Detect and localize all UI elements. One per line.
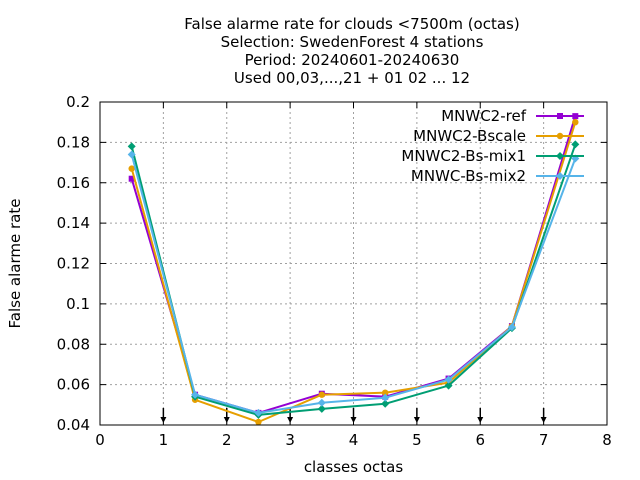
data-point (381, 399, 390, 408)
x-axis-label: classes octas (304, 458, 404, 476)
x-tick-label: 0 (95, 431, 105, 449)
data-point (572, 118, 579, 126)
y-tick-label: 0.14 (57, 214, 90, 232)
y-tick-label: 0.04 (57, 416, 90, 434)
data-point (444, 375, 453, 384)
title-line: False alarme rate for clouds <7500m (oct… (184, 15, 519, 33)
title-line: Period: 20240601-20240630 (245, 51, 460, 69)
data-point (381, 389, 389, 396)
legend-marker (557, 113, 563, 119)
legend-item: MNWC2-ref (441, 107, 584, 125)
y-tick-label: 0.08 (57, 335, 90, 353)
y-tick-label: 0.1 (66, 295, 90, 313)
legend: MNWC2-ref MNWC2-Bscale MNWC2-Bs-mix1 MNWC-B… (401, 107, 584, 185)
legend-marker (556, 132, 564, 140)
x-tick-label: 5 (412, 431, 422, 449)
y-tick-label: 0.2 (66, 93, 90, 111)
legend-label: MNWC2-Bscale (413, 127, 526, 145)
x-tick-label: 4 (349, 431, 359, 449)
legend-marker (556, 152, 564, 160)
axis-ticks: 0 1 2 3 4 5 6 7 8 0.04 0.06 0.08 0.1 0.12 0.14 0.16 0.18… (57, 93, 612, 449)
data-point (255, 418, 262, 426)
series-layer (127, 113, 580, 426)
data-point (507, 323, 516, 332)
data-point (444, 381, 453, 390)
legend-label: MNWC-Bs-mix2 (411, 167, 526, 185)
y-tick-label: 0.06 (57, 376, 90, 394)
chart-title: False alarme rate for clouds <7500m (oct… (184, 15, 519, 87)
series-line (130, 154, 577, 414)
title-line: Selection: SwedenForest 4 stations (221, 33, 484, 51)
legend-item: MNWC-Bs-mix2 (411, 167, 584, 185)
data-point (128, 165, 135, 172)
y-tick-label: 0.16 (57, 174, 90, 192)
legend-marker (556, 172, 564, 180)
legend-label: MNWC2-ref (441, 107, 526, 125)
data-point (191, 390, 200, 399)
x-tick-label: 8 (602, 431, 612, 449)
x-tick-label: 2 (222, 431, 232, 449)
x-tick-label: 7 (539, 431, 549, 449)
data-point (127, 150, 136, 159)
data-point (127, 142, 136, 151)
x-tick-label: 1 (159, 431, 169, 449)
grid (100, 102, 607, 425)
data-point (318, 391, 326, 398)
y-axis-label: False alarme rate (6, 199, 24, 329)
data-point (317, 404, 326, 413)
title-line: Used 00,03,...,21 + 01 02 ... 12 (234, 69, 470, 87)
y-tick-label: 0.12 (57, 255, 90, 273)
x-tick-label: 6 (475, 431, 485, 449)
data-point (254, 408, 263, 417)
x-tick-label: 3 (285, 431, 295, 449)
legend-item: MNWC2-Bscale (413, 127, 584, 145)
data-point (381, 393, 390, 402)
y-tick-label: 0.18 (57, 133, 90, 151)
data-point (317, 398, 326, 407)
legend-item: MNWC2-Bs-mix1 (401, 147, 584, 165)
legend-label: MNWC2-Bs-mix1 (401, 147, 526, 165)
data-point (571, 140, 580, 149)
series-mnwc-bs-mix2 (127, 150, 580, 417)
series-line (130, 144, 577, 416)
data-point (128, 175, 135, 182)
